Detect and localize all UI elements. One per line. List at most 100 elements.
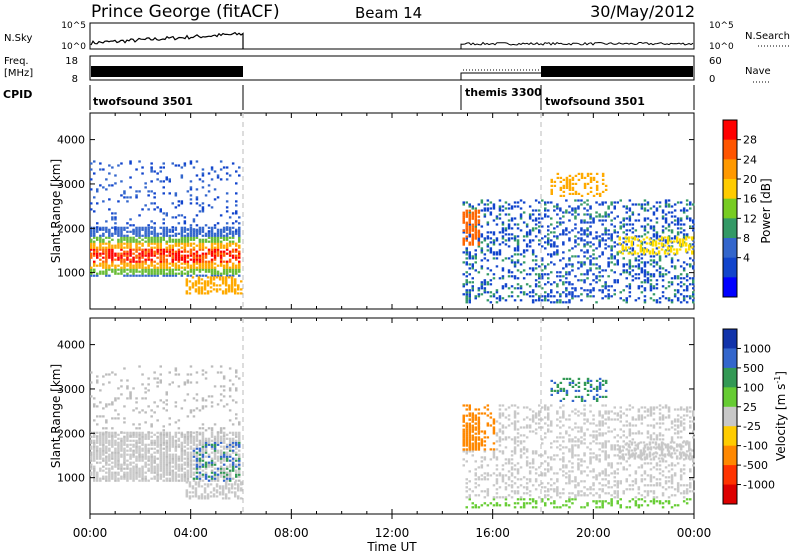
radar-cell: [571, 176, 575, 179]
radar-cell: [495, 492, 499, 495]
radar-cell: [225, 451, 229, 454]
radar-cell: [141, 242, 144, 245]
radar-cell: [501, 235, 505, 238]
radar-cell: [189, 441, 193, 444]
radar-cell: [681, 242, 685, 245]
radar-cell: [204, 399, 208, 402]
radar-cell: [186, 234, 190, 237]
radar-cell: [144, 228, 147, 231]
radar-cell: [99, 453, 102, 456]
radar-cell: [165, 403, 168, 406]
radar-cell: [633, 236, 637, 239]
radar-cell: [556, 454, 559, 457]
radar-cell: [189, 264, 193, 267]
radar-cell: [547, 209, 550, 212]
radar-cell: [601, 203, 604, 206]
radar-cell: [562, 215, 565, 218]
radar-cell: [159, 441, 162, 444]
radar-cell: [186, 435, 190, 438]
radar-cell: [622, 231, 625, 234]
radar-cell: [129, 176, 132, 179]
radar-cell: [105, 431, 108, 434]
radar-cell: [465, 422, 468, 425]
radar-cell: [105, 254, 108, 257]
radar-cell: [495, 223, 499, 226]
radar-cell: [198, 204, 202, 207]
radar-cell: [105, 373, 108, 376]
radar-cell: [147, 190, 150, 193]
radar-cell: [516, 468, 520, 471]
radar-cell: [203, 280, 207, 283]
radar-cell: [568, 440, 571, 443]
radar-cell: [516, 490, 520, 493]
radar-cell: [194, 487, 198, 490]
radar-cell: [150, 232, 153, 235]
radar-cell: [516, 249, 520, 252]
radar-cell: [577, 279, 580, 282]
radar-cell: [120, 437, 123, 440]
radar-cell: [651, 240, 655, 243]
radar-cell: [210, 246, 214, 249]
radar-cell: [102, 375, 105, 378]
radar-cell: [195, 475, 199, 478]
radar-cell: [93, 475, 96, 478]
radar-cell: [197, 483, 201, 486]
radar-cell: [495, 480, 499, 483]
radar-cell: [495, 257, 499, 260]
radar-cell: [228, 228, 232, 231]
radar-cell: [177, 248, 181, 251]
radar-cell: [534, 416, 538, 419]
radar-cell: [99, 479, 102, 482]
radar-cell: [541, 438, 544, 441]
radar-cell: [571, 444, 574, 447]
radar-cell: [531, 430, 535, 433]
radar-cell: [495, 496, 499, 499]
radar-cell: [153, 226, 156, 229]
radar-cell: [200, 290, 204, 293]
radar-cell: [168, 228, 171, 231]
radar-cell: [171, 254, 174, 257]
radar-cell: [156, 443, 159, 446]
radar-cell: [201, 439, 205, 442]
radar-cell: [522, 406, 526, 409]
radar-cell: [462, 283, 465, 286]
radar-cell: [531, 458, 535, 461]
radar-cell: [165, 435, 168, 438]
radar-cell: [672, 240, 676, 243]
radar-cell: [613, 245, 616, 248]
radar-cell: [192, 415, 196, 418]
freq-label-line1: Freq.: [4, 56, 29, 67]
radar-cell: [153, 439, 156, 442]
radar-cell: [580, 176, 584, 179]
radar-cell: [186, 270, 190, 273]
radar-cell: [180, 250, 184, 253]
radar-cell: [507, 219, 511, 222]
radar-cell: [477, 229, 481, 232]
radar-cell: [610, 233, 613, 236]
radar-cell: [692, 265, 695, 268]
radar-cell: [589, 225, 592, 228]
radar-cell: [583, 414, 586, 417]
radar-cell: [99, 162, 102, 165]
radar-cell: [471, 502, 474, 505]
radar-cell: [495, 482, 499, 485]
radar-cell: [204, 447, 208, 450]
radar-cell: [577, 231, 580, 234]
radar-cell: [228, 445, 232, 448]
radar-cell: [513, 247, 517, 250]
radar-cell: [682, 283, 686, 286]
radar-cell: [235, 220, 238, 223]
radar-cell: [174, 463, 178, 466]
radar-cell: [90, 168, 93, 171]
radar-cell: [513, 416, 517, 419]
radar-cell: [210, 272, 214, 275]
radar-cell: [192, 166, 196, 169]
radar-cell: [135, 256, 138, 259]
radar-cell: [201, 264, 205, 267]
radar-cell: [102, 445, 105, 448]
radar-cell: [129, 453, 132, 456]
radar-cell: [224, 284, 228, 287]
radar-cell: [111, 166, 114, 169]
radar-cell: [177, 431, 181, 434]
radar-cell: [471, 237, 474, 240]
